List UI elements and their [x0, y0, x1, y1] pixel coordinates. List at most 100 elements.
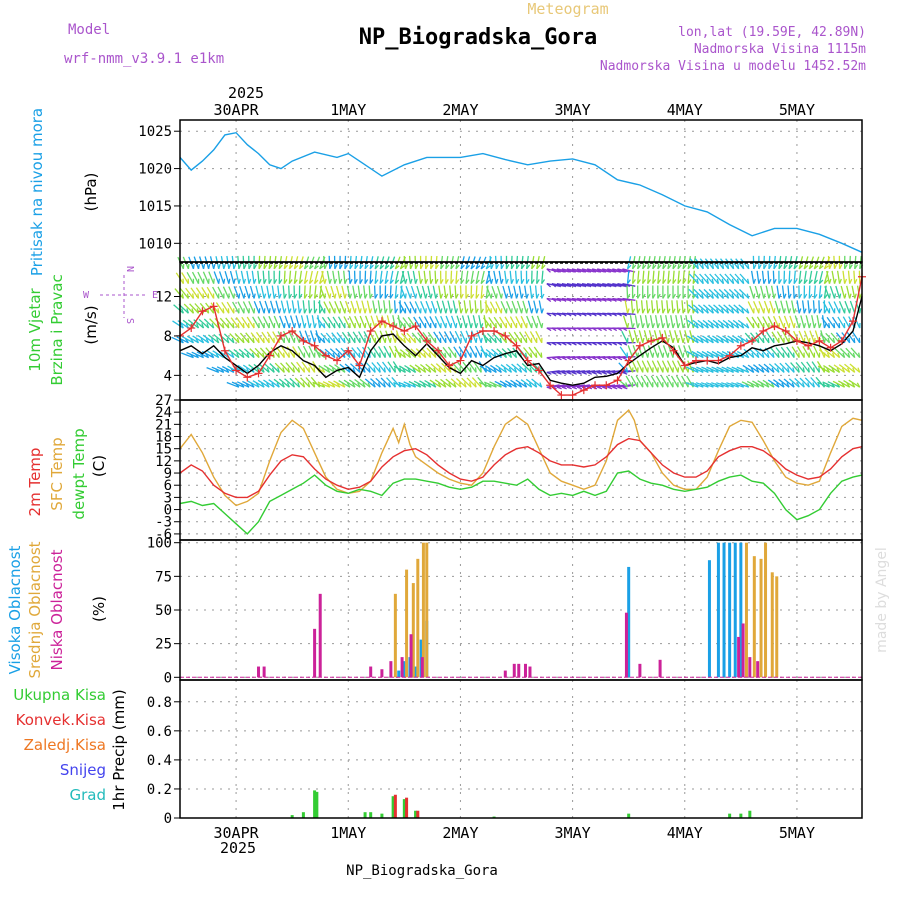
bar-mark	[707, 560, 711, 678]
gust-marker	[624, 356, 633, 365]
wind-barb	[635, 300, 639, 314]
wind-barb	[626, 270, 630, 284]
wind-barb-head	[500, 293, 503, 299]
wind-barb	[480, 270, 485, 284]
wind-barb	[723, 304, 734, 314]
wind-barb	[424, 379, 437, 388]
wind-barb-head	[823, 279, 829, 285]
wind-barb	[363, 285, 366, 299]
wind-barb-head	[597, 386, 603, 390]
wind-barb-head	[622, 342, 628, 346]
wind-barb-head	[475, 337, 478, 343]
wind-barb-head	[369, 308, 373, 314]
wind-barb	[670, 315, 674, 329]
wind-barb	[408, 380, 421, 388]
wind-barb-head	[844, 264, 848, 270]
wind-barb-head	[435, 308, 438, 314]
wind-barb-head	[803, 323, 807, 329]
wind-barb-head	[828, 278, 832, 284]
wind-barb	[701, 335, 714, 344]
wind-barb-head	[206, 323, 210, 329]
wind-barb	[665, 375, 674, 388]
wind-barb-head	[293, 279, 298, 285]
wind-barb	[354, 378, 366, 388]
wind-barb-head	[524, 352, 528, 358]
wind-barb	[818, 349, 830, 359]
wind-barb	[213, 271, 220, 284]
wind-barb-head	[293, 293, 298, 299]
wind-barb	[838, 301, 846, 314]
wind-barb-head	[682, 323, 686, 329]
wind-barb-head	[546, 371, 552, 375]
wind-barb-head	[783, 293, 787, 299]
wind-barb	[743, 348, 755, 359]
wind-barb-head	[857, 352, 861, 358]
wind-barb-head	[485, 279, 491, 285]
wind-barb	[206, 366, 219, 374]
wind-barb	[480, 349, 492, 359]
wind-barb-head	[526, 264, 531, 270]
wind-barb	[191, 369, 203, 373]
wind-barb-head	[736, 308, 740, 314]
wind-barb-head	[205, 338, 210, 344]
wind-barb-head	[730, 338, 735, 344]
wind-barb-head	[349, 293, 353, 299]
wind-barb	[795, 361, 805, 373]
wind-barb	[183, 303, 194, 314]
wind-barb-head	[400, 265, 405, 270]
wind-barb-head	[725, 323, 730, 329]
wind-barb-head	[622, 327, 628, 332]
wind-barb-head	[454, 352, 457, 358]
wind-barb	[650, 375, 659, 388]
wind-barb	[522, 347, 533, 359]
wind-barbs	[171, 255, 864, 390]
wind-barb-head	[298, 293, 303, 299]
wind-barb	[278, 378, 290, 388]
wind-barb	[691, 335, 704, 344]
wind-barb	[822, 301, 831, 314]
wind-barb-head	[706, 293, 709, 299]
wind-barb-head	[637, 264, 642, 270]
wind-barb	[660, 375, 669, 388]
wind-barb-head	[364, 279, 369, 285]
wind-barb	[766, 331, 775, 344]
wind-barb	[516, 363, 528, 373]
wind-barb-head	[323, 323, 326, 329]
wind-barb	[475, 285, 478, 299]
cloud-label-mid: Srednja Oblacnost	[26, 541, 44, 678]
gust-marker	[826, 343, 835, 352]
wind-barb	[819, 333, 830, 344]
wind-barb	[714, 273, 724, 285]
wind-barb	[294, 377, 305, 388]
wind-barb-head	[288, 293, 293, 299]
wind-barb-head	[662, 293, 666, 299]
wind-barb	[804, 377, 815, 388]
wind-barb	[760, 285, 765, 299]
wind-barb-head	[746, 308, 750, 314]
wind-barb-head	[359, 278, 363, 284]
wind-barb-head	[642, 264, 647, 270]
wind-barb-head	[672, 323, 676, 329]
wind-barb	[244, 285, 250, 299]
wind-barb	[754, 285, 760, 299]
wind-barb	[440, 378, 452, 388]
wind-barb-head	[792, 367, 795, 373]
wind-barb-head	[546, 357, 552, 361]
gust-marker	[220, 346, 229, 355]
wind-barb-head	[414, 264, 419, 270]
wind-barb-head	[813, 279, 819, 285]
wind-barb-head	[470, 308, 474, 314]
wind-barb-head	[566, 371, 572, 375]
wind-barb-head	[242, 323, 245, 329]
wind-barb	[398, 301, 407, 314]
wind-barb-head	[551, 297, 557, 303]
wind-barb-head	[200, 338, 205, 344]
wind-barb	[251, 270, 255, 284]
bar-mark	[517, 663, 521, 678]
wind-barb-head	[349, 264, 354, 270]
wind-barb	[388, 300, 391, 314]
wind-barb-head	[843, 293, 847, 299]
wind-barb-head	[282, 352, 285, 358]
wind-barb	[385, 330, 391, 344]
wind-barb	[513, 331, 523, 344]
